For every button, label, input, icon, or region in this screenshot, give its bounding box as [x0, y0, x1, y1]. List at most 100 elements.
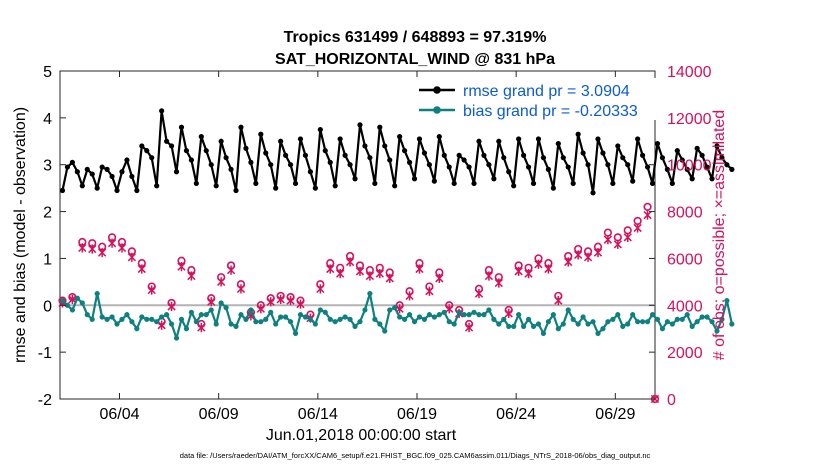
rmse-point: [372, 180, 378, 187]
rmse-point: [694, 145, 700, 151]
bias-point: [347, 316, 353, 322]
rmse-point: [193, 180, 199, 187]
bias-point: [208, 307, 214, 313]
rmse-point: [466, 164, 472, 170]
rmse-point: [669, 180, 675, 187]
obs-assimilated-point: [286, 296, 295, 306]
bias-point: [461, 312, 467, 318]
bias-point: [104, 316, 110, 322]
bias-point: [664, 319, 670, 325]
rmse-line: [61, 109, 733, 194]
bias-point: [124, 312, 130, 318]
rmse-point: [411, 176, 418, 182]
rmse-point: [654, 141, 661, 147]
rmse-point: [238, 124, 244, 130]
x-tick-label: 06/14: [298, 406, 338, 423]
rmse-point: [382, 143, 388, 149]
bias-point: [620, 323, 626, 329]
bias-point: [545, 319, 551, 325]
bias-point: [387, 307, 393, 313]
rmse-point: [496, 138, 502, 144]
rmse-point: [307, 169, 313, 175]
bias-point: [322, 309, 328, 315]
obs-assimilated-point: [494, 278, 503, 288]
obs-assimilated-point: [445, 304, 454, 314]
obs-assimilated-point: [415, 264, 424, 274]
bias-point: [114, 321, 120, 327]
obs-assimilated-point: [345, 257, 355, 267]
rmse-point: [615, 143, 621, 149]
rmse-point: [119, 169, 125, 175]
rmse-point: [188, 157, 194, 163]
bias-point: [580, 314, 586, 320]
bias-point: [640, 319, 646, 325]
bias-point: [178, 316, 185, 322]
bias-point: [149, 316, 155, 322]
bias-point: [129, 319, 135, 325]
rmse-point: [243, 145, 249, 151]
plot-area: [59, 70, 656, 400]
plot-frame: [59, 70, 656, 400]
bias-point: [421, 316, 428, 322]
bias-point: [307, 316, 313, 322]
rmse-point: [416, 136, 423, 142]
rmse-point: [218, 138, 224, 144]
bias-point: [213, 321, 219, 327]
bias-point: [570, 316, 576, 322]
rmse-point: [684, 166, 690, 172]
obs-assimilated-point: [98, 247, 107, 258]
rmse-point: [580, 150, 586, 156]
bias-point: [689, 323, 695, 329]
legend-rmse-label: rmse grand pr = 3.0904: [463, 83, 630, 100]
bias-point: [268, 309, 274, 315]
rmse-point: [635, 136, 641, 142]
bias-point: [74, 295, 80, 301]
rmse-point: [208, 162, 214, 168]
bias-line: [61, 292, 733, 340]
bias-point: [565, 307, 571, 313]
obs-assimilated-point: [593, 247, 603, 258]
x-tick-label: 06/04: [99, 406, 139, 423]
y-left-tick-label: 1: [43, 251, 52, 268]
obs-assimilated-point: [425, 286, 434, 296]
bias-point: [69, 307, 75, 313]
bias-point: [486, 307, 492, 313]
rmse-point: [109, 173, 115, 180]
rmse-point: [129, 173, 135, 180]
rmse-point: [278, 138, 284, 144]
rmse-point: [590, 190, 596, 196]
bias-point: [694, 319, 700, 325]
rmse-point: [213, 183, 219, 189]
rmse-point: [585, 162, 591, 168]
bias-point: [451, 321, 457, 327]
y-left-tick-label: 4: [43, 111, 52, 128]
rmse-point: [699, 152, 705, 158]
bias-point: [367, 290, 373, 297]
rmse-point: [248, 159, 254, 165]
obs-assimilated-point: [524, 269, 533, 279]
rmse-point: [476, 138, 482, 144]
rmse-point: [327, 159, 333, 165]
bias-point: [714, 328, 720, 334]
bias-point: [337, 316, 343, 322]
bias-point: [357, 319, 363, 325]
bias-point: [154, 319, 160, 325]
obs-assimilated-point: [514, 266, 523, 276]
bias-point: [164, 312, 170, 318]
bias-point: [426, 312, 432, 318]
bias-point: [669, 321, 675, 327]
y-left-tick-label: 5: [43, 64, 52, 81]
bias-point: [530, 323, 537, 329]
rmse-point: [287, 162, 294, 168]
y-axis-left-label: rmse and bias (model - observation): [12, 107, 29, 363]
rmse-point: [89, 171, 95, 177]
rmse-point: [555, 141, 561, 147]
rmse-point: [392, 183, 398, 189]
bias-point: [233, 323, 239, 329]
bias-point: [402, 316, 408, 322]
rmse-point: [352, 176, 358, 182]
rmse-point: [491, 176, 497, 182]
rmse-point: [273, 185, 279, 191]
x-tick-label: 06/09: [199, 406, 239, 423]
rmse-point: [263, 150, 269, 156]
